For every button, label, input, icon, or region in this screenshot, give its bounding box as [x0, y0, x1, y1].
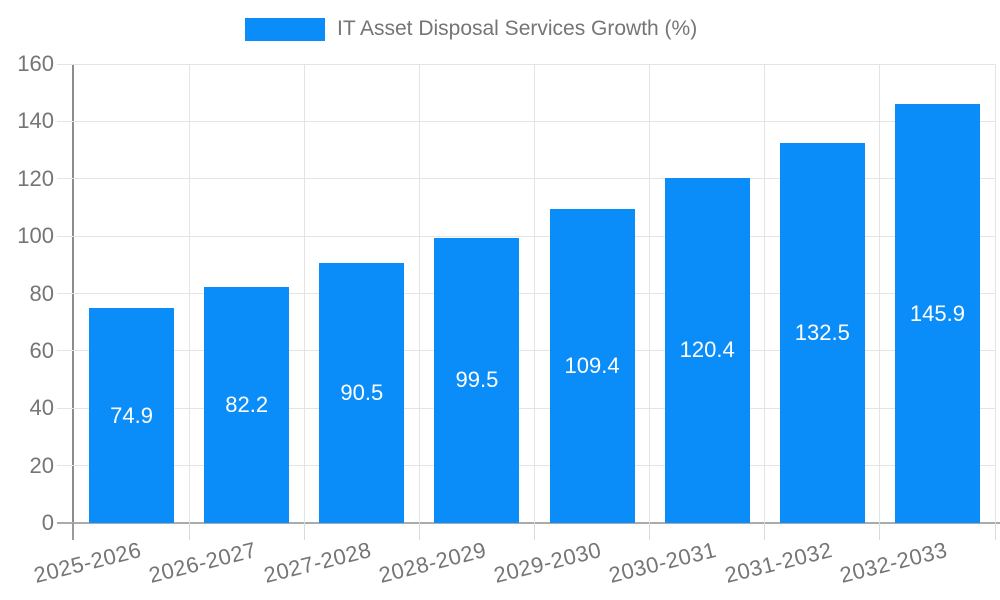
x-axis-baseline: [57, 522, 1000, 524]
y-axis-tick-label: 100: [17, 223, 54, 249]
y-axis-tick-label: 60: [29, 337, 54, 363]
y-axis-tick: [57, 293, 74, 294]
x-axis-tick: [72, 523, 74, 540]
bar-value-label: 120.4: [679, 337, 735, 363]
bar[interactable]: 74.9: [89, 308, 175, 523]
x-axis-tick-label: 2025-2026: [31, 537, 144, 588]
x-axis-tick-label: 2031-2032: [721, 537, 835, 588]
x-axis-tick: [303, 523, 305, 540]
x-axis-tick: [418, 523, 420, 540]
y-axis-tick-label: 120: [17, 165, 54, 191]
x-axis-tick-label: 2032-2033: [836, 537, 950, 588]
x-gridline: [649, 64, 651, 523]
x-axis-tick-label: 2029-2030: [491, 537, 605, 588]
x-axis-tick-label: 2026-2027: [146, 537, 259, 588]
y-axis-tick-label: 140: [17, 108, 54, 134]
y-axis-tick-label: 0: [41, 510, 54, 535]
bar-value-label: 109.4: [564, 353, 620, 379]
y-axis-tick: [57, 178, 74, 180]
bar-value-label: 145.9: [909, 300, 965, 326]
y-axis-tick-label: 40: [29, 395, 54, 421]
legend-swatch-icon: [245, 17, 325, 41]
y-axis-tick-label: 20: [29, 452, 54, 478]
x-axis-tick: [188, 523, 190, 540]
x-axis-tick: [994, 523, 996, 540]
y-axis-tick: [57, 120, 74, 122]
y-axis-tick: [57, 465, 74, 467]
legend[interactable]: IT Asset Disposal Services Growth (%): [245, 17, 697, 41]
bar[interactable]: 145.9: [894, 104, 980, 523]
plot-area: 0 20 40 60 80 100 120 140 160 74.9 82.2 90.5 99.5 109…: [17, 51, 1000, 588]
x-gridline: [188, 64, 190, 523]
x-gridline: [418, 64, 420, 523]
y-axis-tick: [57, 63, 74, 65]
x-axis-tick: [879, 523, 881, 540]
x-axis-tick-label: 2030-2031: [606, 537, 720, 588]
x-gridline: [534, 64, 535, 523]
y-axis-tick-label: 160: [17, 51, 54, 76]
bar-value-label: 90.5: [340, 380, 384, 406]
bar[interactable]: 109.4: [549, 209, 635, 523]
bar-value-label: 99.5: [455, 367, 499, 393]
x-axis-tick: [649, 523, 651, 540]
bar[interactable]: 120.4: [664, 177, 750, 523]
bar-value-label: 82.2: [225, 392, 269, 418]
bar[interactable]: 99.5: [434, 237, 520, 523]
bar[interactable]: 132.5: [779, 142, 865, 523]
y-axis-tick: [57, 407, 74, 409]
x-gridline: [994, 64, 996, 523]
legend-series-label: IT Asset Disposal Services Growth (%): [337, 17, 698, 40]
x-axis-tick: [534, 523, 535, 540]
x-gridline: [764, 64, 766, 523]
bar[interactable]: 90.5: [319, 263, 405, 523]
x-axis-tick: [764, 523, 766, 540]
y-axis-tick: [57, 235, 74, 237]
bar-value-label: 132.5: [794, 319, 850, 345]
y-axis-tick-label: 80: [29, 280, 54, 306]
x-axis-tick-label: 2028-2029: [376, 537, 489, 588]
bar[interactable]: 82.2: [204, 287, 290, 523]
bar-value-label: 74.9: [110, 402, 153, 428]
x-gridline: [879, 64, 881, 523]
x-gridline: [303, 64, 305, 523]
x-axis-tick-label: 2027-2028: [261, 537, 374, 588]
y-axis-tick: [57, 350, 74, 352]
